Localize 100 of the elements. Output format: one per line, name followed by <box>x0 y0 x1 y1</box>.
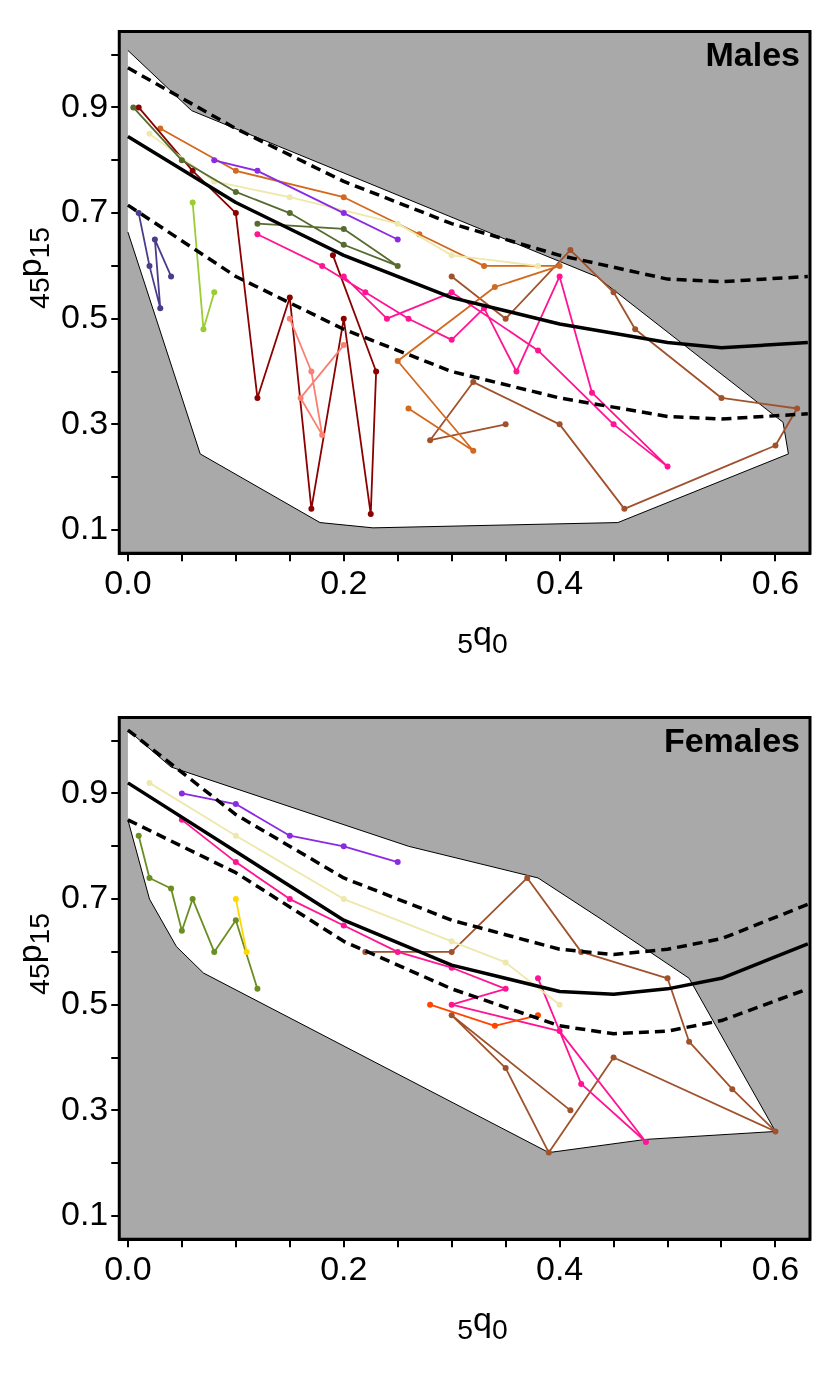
point <box>610 289 617 296</box>
x-tick-label: 0.0 <box>104 1248 152 1287</box>
point <box>383 315 390 322</box>
point <box>340 843 347 850</box>
point <box>448 948 455 955</box>
point <box>340 241 347 248</box>
point <box>211 948 218 955</box>
point <box>394 236 401 243</box>
point <box>211 289 218 296</box>
point <box>567 1107 574 1114</box>
point <box>340 315 347 322</box>
x-tick-label: 0.6 <box>751 1248 800 1287</box>
point <box>286 832 293 839</box>
point <box>340 273 347 280</box>
point <box>502 985 509 992</box>
point <box>340 922 347 929</box>
point <box>448 336 455 343</box>
point <box>168 885 175 892</box>
point <box>319 262 326 269</box>
point <box>254 167 261 174</box>
point <box>340 342 347 349</box>
point <box>481 262 488 269</box>
point <box>362 289 369 296</box>
y-tick-label: 0.7 <box>61 191 109 230</box>
x-tick-label: 0.2 <box>320 1248 368 1287</box>
point <box>146 779 153 786</box>
x-tick-label: 0.4 <box>535 562 584 601</box>
point <box>686 1038 693 1045</box>
point <box>308 368 315 375</box>
point <box>502 1065 509 1072</box>
point <box>556 273 563 280</box>
y-tick-label: 0.1 <box>61 1194 109 1233</box>
x-axis-title: $_{5}$q$_{0}$ <box>456 1300 509 1346</box>
point <box>340 194 347 201</box>
point <box>130 104 137 111</box>
point <box>232 859 239 866</box>
point <box>610 1054 617 1061</box>
point <box>470 447 477 454</box>
point <box>146 874 153 881</box>
point <box>556 1001 563 1008</box>
point <box>448 289 455 296</box>
point <box>545 1149 552 1156</box>
point <box>319 431 326 438</box>
point <box>664 975 671 982</box>
y-tick-label: 0.9 <box>61 85 109 124</box>
point <box>794 405 801 412</box>
point <box>772 1128 779 1135</box>
y-tick-label: 0.9 <box>61 771 109 810</box>
point <box>470 379 477 386</box>
point <box>664 463 671 470</box>
point <box>232 188 239 195</box>
point <box>189 167 196 174</box>
point <box>405 405 412 412</box>
point <box>556 1028 563 1035</box>
y-tick-label: 0.5 <box>61 297 109 336</box>
y-tick-label: 0.5 <box>61 983 109 1022</box>
point <box>168 273 175 280</box>
point <box>146 130 153 137</box>
point <box>405 315 412 322</box>
point <box>340 896 347 903</box>
point <box>254 220 261 227</box>
point <box>286 315 293 322</box>
point <box>367 511 374 518</box>
point <box>211 157 218 164</box>
y-tick-label: 0.3 <box>61 402 109 441</box>
point <box>189 896 196 903</box>
point <box>502 421 509 428</box>
point <box>189 199 196 206</box>
y-tick-label: 0.3 <box>61 1088 109 1127</box>
point <box>448 938 455 945</box>
x-tick-label: 0.6 <box>751 562 800 601</box>
point <box>178 157 185 164</box>
point <box>329 252 336 259</box>
point <box>491 1022 498 1029</box>
point <box>297 394 304 401</box>
point <box>254 985 261 992</box>
x-tick-label: 0.4 <box>535 1248 584 1287</box>
point <box>286 210 293 217</box>
point <box>135 104 142 111</box>
point <box>535 262 542 269</box>
point <box>556 421 563 428</box>
point <box>340 225 347 232</box>
point <box>427 437 434 444</box>
point <box>772 442 779 449</box>
point <box>286 194 293 201</box>
point <box>232 801 239 808</box>
point <box>232 210 239 217</box>
point <box>610 421 617 428</box>
point <box>286 896 293 903</box>
x-tick-label: 0.2 <box>320 562 368 601</box>
point <box>642 1139 649 1146</box>
x-tick-label: 0.0 <box>104 562 152 601</box>
point <box>632 326 639 333</box>
point <box>135 210 142 217</box>
point <box>448 252 455 259</box>
point <box>178 927 185 934</box>
point <box>448 1001 455 1008</box>
point <box>254 231 261 238</box>
point <box>502 959 509 966</box>
point <box>308 505 315 512</box>
